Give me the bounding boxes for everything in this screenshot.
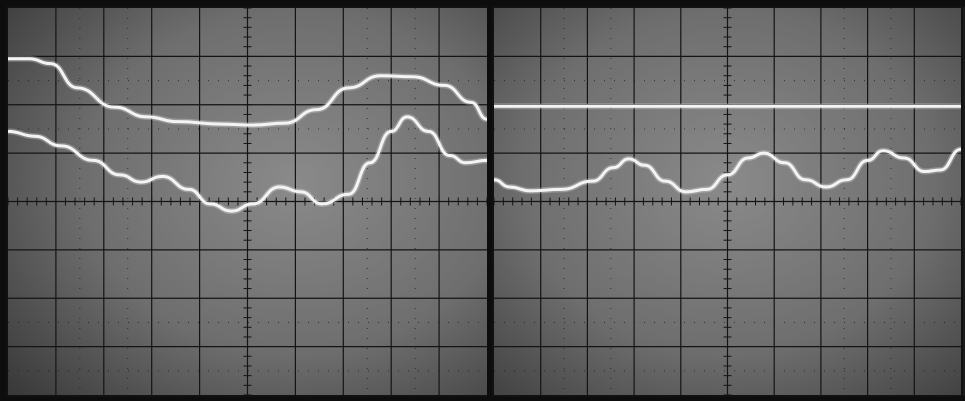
screen-divider: [487, 0, 493, 401]
trace-ripple: [494, 147, 961, 194]
bezel-top: [0, 0, 965, 7]
oscilloscope-screen-left: [6, 6, 489, 397]
right-graticule: [494, 8, 961, 395]
bezel-bottom: [0, 396, 965, 401]
bezel-left: [0, 0, 7, 401]
oscilloscope-screen-right: [492, 6, 963, 397]
trace-upper: [8, 57, 487, 127]
trace-lower: [8, 115, 487, 213]
left-graticule: [8, 8, 487, 395]
